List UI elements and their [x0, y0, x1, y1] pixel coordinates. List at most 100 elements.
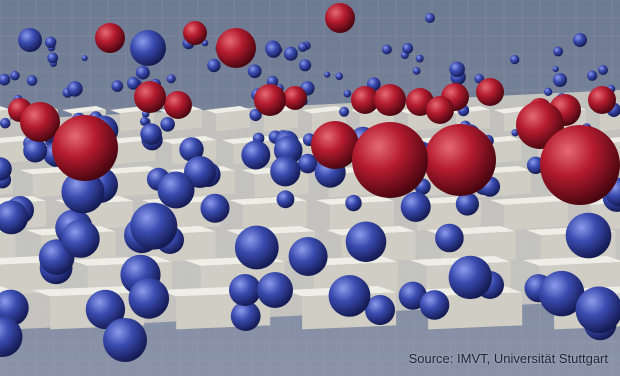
blue-sphere [18, 28, 42, 52]
blue-sphere [140, 123, 162, 145]
blue-sphere [184, 156, 216, 188]
blue-sphere [398, 281, 427, 310]
block-top [206, 106, 250, 114]
blue-sphere [544, 87, 553, 97]
block-side [428, 292, 523, 330]
blue-sphere [0, 289, 29, 327]
block-side [243, 200, 308, 231]
blue-sphere [455, 192, 479, 216]
blue-sphere [23, 138, 48, 163]
blue-sphere [552, 66, 559, 73]
blue-sphere [345, 221, 387, 263]
red-sphere [540, 125, 620, 205]
red-sphere [216, 28, 256, 68]
red-sphere [283, 86, 307, 110]
blue-sphere [0, 316, 23, 357]
blue-sphere [157, 171, 195, 209]
blue-sphere [135, 65, 150, 80]
red-sphere [325, 3, 355, 33]
blue-sphere [166, 74, 176, 84]
blue-sphere [26, 75, 38, 86]
blue-sphere [448, 255, 492, 300]
red-sphere [588, 86, 616, 114]
blue-sphere [160, 117, 175, 132]
red-sphere [311, 121, 359, 169]
red-sphere [52, 115, 118, 181]
blue-sphere [510, 54, 520, 65]
blue-sphere [61, 219, 100, 258]
blue-sphere [324, 71, 331, 78]
blue-sphere [565, 212, 612, 259]
red-sphere [164, 91, 192, 119]
block-top [32, 286, 145, 297]
block-side [215, 109, 250, 132]
blue-sphere [45, 36, 57, 48]
blue-sphere [402, 42, 414, 54]
blue-sphere [241, 140, 271, 170]
blue-sphere [270, 156, 301, 187]
blue-sphere [345, 194, 362, 212]
blue-sphere [298, 153, 318, 174]
blue-sphere [179, 137, 204, 162]
blue-sphere [425, 13, 435, 23]
blue-sphere [276, 190, 295, 209]
blue-sphere [128, 278, 170, 319]
blue-sphere [130, 202, 178, 250]
blue-sphere [553, 73, 567, 87]
blue-sphere [85, 289, 126, 330]
blue-sphere [553, 46, 564, 57]
blue-sphere [207, 58, 221, 73]
blue-sphere [67, 81, 83, 97]
blue-sphere [419, 290, 450, 320]
red-sphere [476, 78, 504, 106]
blue-sphere [229, 274, 261, 306]
red-sphere [424, 124, 496, 196]
blue-sphere [230, 301, 261, 331]
blue-sphere [81, 55, 88, 62]
blue-sphere [587, 70, 598, 81]
blue-sphere [298, 42, 308, 52]
blue-sphere [299, 59, 312, 72]
blue-sphere [0, 200, 29, 235]
blue-sphere [598, 65, 608, 75]
blue-sphere [400, 191, 431, 222]
blue-sphere [365, 295, 395, 325]
blue-sphere [381, 44, 392, 55]
blue-sphere [573, 33, 587, 47]
red-sphere [95, 23, 125, 53]
block-side [504, 200, 569, 231]
blue-sphere [539, 270, 585, 317]
blue-sphere [111, 80, 124, 92]
block-top [0, 136, 34, 143]
blue-sphere [200, 193, 230, 223]
blue-sphere [435, 223, 464, 253]
particles [0, 3, 620, 362]
blue-sphere [0, 117, 11, 129]
blue-sphere [415, 54, 424, 63]
blue-sphere [265, 41, 282, 58]
blue-sphere [449, 61, 465, 78]
block-side [0, 231, 16, 261]
blue-sphere [526, 156, 545, 174]
blue-sphere [139, 116, 149, 126]
red-sphere [183, 21, 207, 45]
blue-sphere [0, 73, 11, 86]
blue-sphere [575, 286, 620, 334]
blue-sphere [283, 46, 298, 61]
red-sphere [374, 84, 406, 116]
red-sphere [351, 86, 379, 114]
blue-sphere [234, 225, 279, 270]
red-sphere [426, 96, 454, 124]
block-top [302, 106, 346, 114]
blue-sphere [335, 72, 344, 81]
blue-sphere [247, 64, 262, 79]
blue-sphere [47, 52, 59, 64]
blue-sphere [257, 272, 293, 308]
block-side [330, 200, 395, 231]
blue-sphere [343, 89, 352, 98]
blue-sphere [249, 108, 262, 122]
block-top [490, 196, 569, 205]
blue-sphere [339, 106, 350, 117]
